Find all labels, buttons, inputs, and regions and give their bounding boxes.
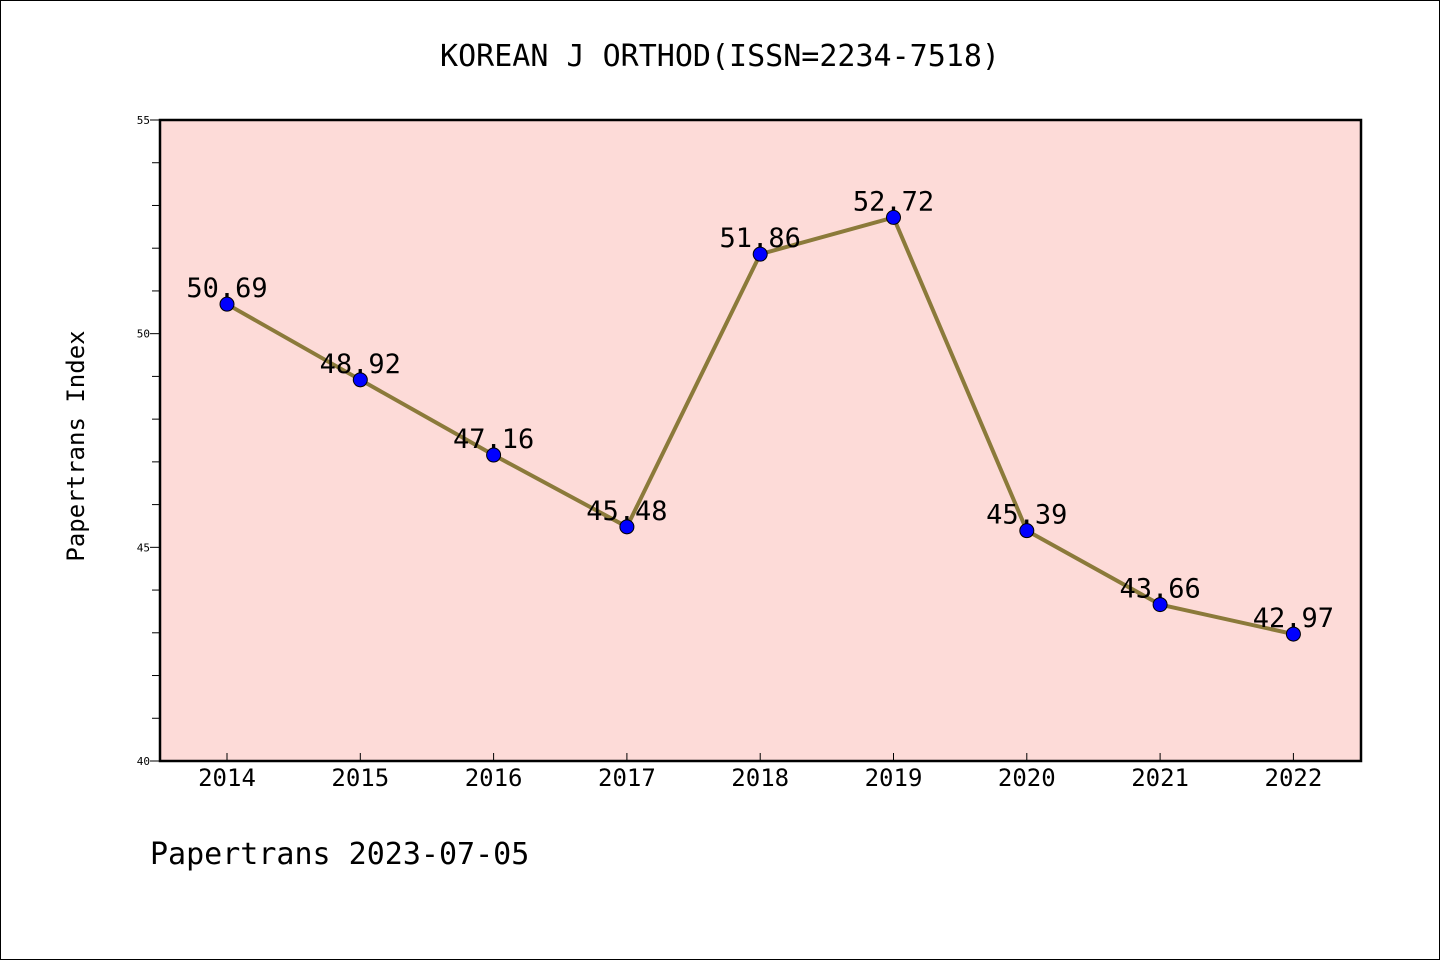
data-point [352,372,368,388]
data-point [886,209,901,225]
x-tick-label: 2019 [865,764,923,792]
data-point [1019,523,1035,539]
data-label: 43.66 [1119,574,1200,605]
data-point [752,246,768,262]
x-tick-label: 2017 [598,764,656,792]
data-labels: 50.69 48.92 47.16 45.48 51.86 52.72 45.39 43.66… [186,186,1334,634]
x-tick-label: 2020 [998,764,1056,792]
data-label: 47.16 [453,424,534,455]
data-label: 45.39 [986,500,1067,531]
x-tick-label: 2021 [1131,764,1189,792]
x-axis: 2014 2015 2016 2017 2018 2019 2020 2021 2022 [198,753,1322,792]
data-point [1285,626,1301,642]
data-label: 48.92 [320,349,401,380]
data-point [1152,597,1168,613]
y-tick-label: 45 [137,541,150,554]
y-axis-label: Papertrans Index [62,330,90,561]
x-tick-label: 2016 [465,764,523,792]
y-tick-label: 55 [137,114,150,127]
footer-text: Papertrans 2023-07-05 [150,837,529,872]
plot-area [158,118,1363,763]
data-label: 42.97 [1253,603,1334,634]
chart-title: KOREAN J ORTHOD(ISSN=2234-7518) [440,39,1000,74]
data-point [619,519,635,535]
x-tick-label: 2015 [331,764,389,792]
data-label: 50.69 [186,273,267,304]
x-tick-label: 2018 [731,764,789,792]
data-point [219,296,235,312]
data-point [486,447,502,463]
data-label: 45.48 [586,496,667,527]
x-tick-label: 2014 [198,764,256,792]
data-label: 51.86 [720,223,801,254]
y-tick-label: 40 [137,755,150,768]
data-label: 52.72 [853,186,934,217]
y-tick-label: 50 [137,328,150,341]
y-axis: 40 45 50 55 [137,114,160,768]
data-markers [219,209,1301,642]
x-tick-label: 2022 [1265,764,1323,792]
